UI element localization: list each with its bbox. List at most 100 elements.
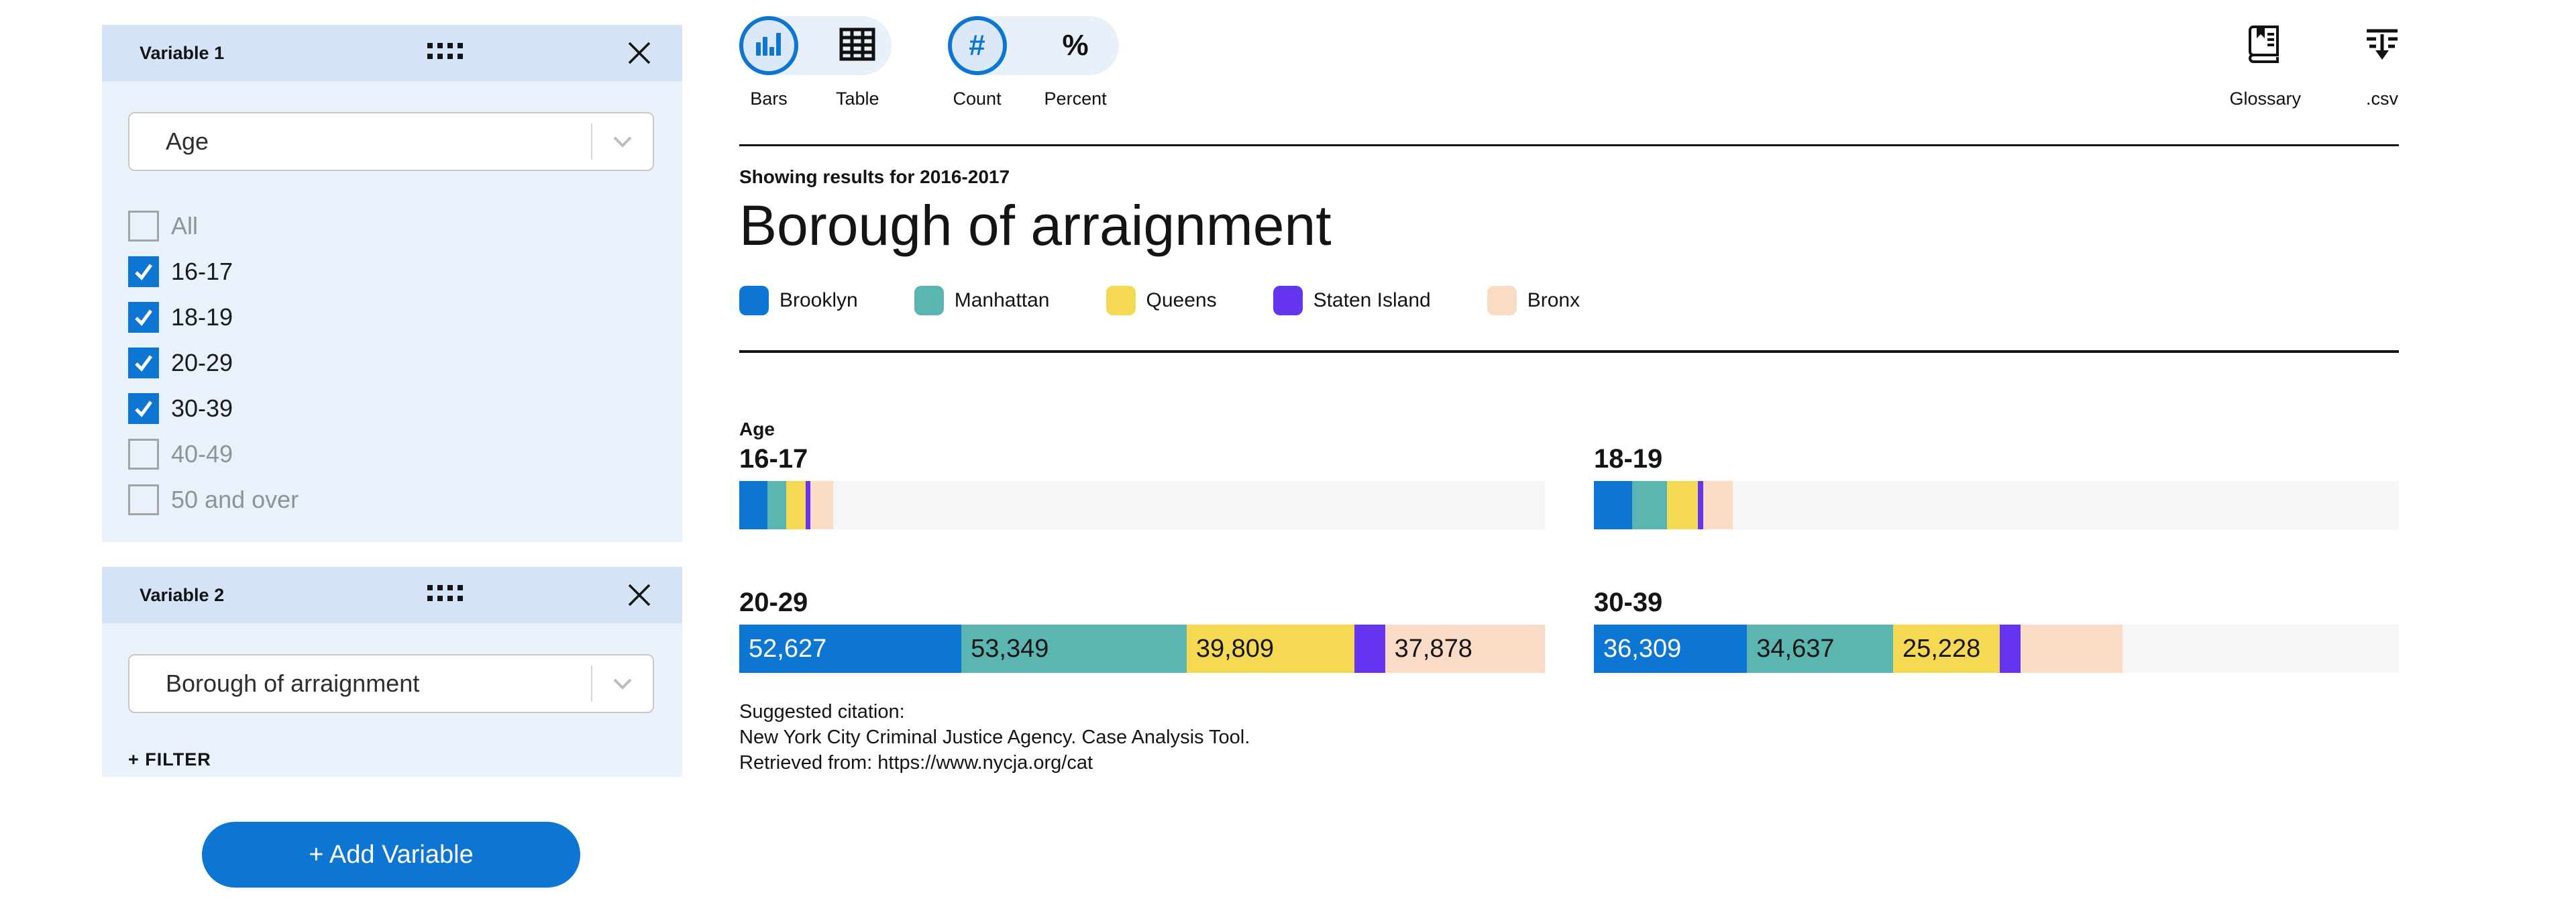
bar-segment-queens bbox=[786, 481, 806, 529]
variable-2-title: Variable 2 bbox=[140, 584, 225, 605]
checkbox-option-50-and-over[interactable]: 50 and over bbox=[128, 477, 654, 523]
checkbox-option-18-19[interactable]: 18-19 bbox=[128, 295, 654, 340]
bar-track bbox=[739, 481, 1545, 529]
book-icon bbox=[2248, 25, 2282, 67]
chart-30-39: 30-39 36,309 34,637 25,228 bbox=[1594, 588, 2399, 673]
bar-segment-bronx bbox=[1703, 481, 1733, 529]
chevron-down-icon bbox=[592, 678, 653, 690]
age-options-list: All 16-17 18-19 20-29 30-39 40-49 50 and over bbox=[128, 203, 654, 523]
add-variable-button[interactable]: + Add Variable bbox=[202, 822, 580, 888]
value-toggle-group: # Count % Percent bbox=[947, 16, 1119, 109]
chart-heading: 16-17 bbox=[739, 444, 808, 474]
variable-1-select-value: Age bbox=[166, 127, 209, 155]
chart-18-19: 18-19 bbox=[1594, 444, 2399, 529]
checkbox-label: 40-49 bbox=[171, 440, 233, 468]
percent-icon: % bbox=[1062, 29, 1089, 62]
checkbox-checked-icon bbox=[128, 348, 159, 378]
chart-group-label: Age bbox=[739, 419, 775, 439]
citation-line: New York City Criminal Justice Agency. C… bbox=[739, 727, 1250, 748]
chart-heading: 20-29 bbox=[739, 588, 808, 617]
chart-20-29: 20-29 52,627 53,349 39,809 37,878 bbox=[739, 588, 1545, 673]
bar-value-label: 36,309 bbox=[1603, 634, 1682, 663]
variable-1-panel: Variable 1 Age bbox=[102, 25, 682, 542]
checkbox-label: All bbox=[171, 212, 199, 240]
citation-line: Retrieved from: https://www.nycja.org/ca… bbox=[739, 752, 1093, 774]
legend-label: Staten Island bbox=[1313, 289, 1431, 311]
bar-value-label: 25,228 bbox=[1902, 634, 1981, 663]
variable-1-title: Variable 1 bbox=[140, 42, 225, 63]
checkbox-option-40-49[interactable]: 40-49 bbox=[128, 431, 654, 477]
bar-value-label: 52,627 bbox=[749, 634, 827, 663]
variable-2-select[interactable]: Borough of arraignment bbox=[128, 654, 654, 713]
bar-track bbox=[1594, 481, 2399, 529]
bar-segment-staten-island bbox=[1697, 481, 1703, 529]
bar-segment-manhattan bbox=[1632, 481, 1668, 529]
bar-track: 52,627 53,349 39,809 37,878 bbox=[739, 625, 1545, 673]
checkbox-unchecked-icon bbox=[128, 211, 159, 242]
hash-icon: # bbox=[969, 29, 985, 62]
checkbox-checked-icon bbox=[128, 393, 159, 424]
bar-value-label: 37,878 bbox=[1394, 634, 1472, 663]
add-filter-button[interactable]: + FILTER bbox=[128, 749, 211, 769]
checkbox-label: 18-19 bbox=[171, 303, 233, 331]
close-variable-2-button[interactable] bbox=[626, 582, 653, 608]
bar-segment-manhattan: 34,637 bbox=[1747, 625, 1894, 673]
bar-segment-bronx bbox=[2021, 625, 2123, 673]
checkbox-unchecked-icon bbox=[128, 439, 159, 470]
bar-segment-bronx bbox=[810, 481, 833, 529]
bar-segment-queens: 25,228 bbox=[1893, 625, 2000, 673]
toggle-bars[interactable]: Bars bbox=[739, 16, 798, 109]
variable-2-body: Borough of arraignment + FILTER bbox=[102, 623, 682, 770]
citation: Suggested citation: New York City Crimin… bbox=[739, 699, 1250, 776]
bar-segment-brooklyn bbox=[739, 481, 768, 529]
drag-handle-icon[interactable] bbox=[427, 584, 464, 606]
glossary-button[interactable]: Glossary bbox=[2229, 16, 2301, 109]
chart-16-17: 16-17 bbox=[739, 444, 1545, 529]
bar-segment-queens: 39,809 bbox=[1186, 625, 1355, 673]
bar-segment-staten-island bbox=[806, 481, 811, 529]
legend-item-brooklyn: Brooklyn bbox=[739, 286, 858, 315]
variable-2-header: Variable 2 bbox=[102, 567, 682, 623]
variable-1-header: Variable 1 bbox=[102, 25, 682, 81]
legend-label: Queens bbox=[1146, 289, 1217, 311]
toolbar-divider bbox=[739, 144, 2399, 146]
checkbox-unchecked-icon bbox=[128, 484, 159, 515]
selected-ring: # bbox=[947, 16, 1007, 75]
checkbox-option-20-29[interactable]: 20-29 bbox=[128, 340, 654, 386]
bar-value-label: 53,349 bbox=[971, 634, 1049, 663]
bar-segment-queens bbox=[1667, 481, 1698, 529]
results-area: Bars Table # Count bbox=[739, 0, 2399, 903]
bar-track: 36,309 34,637 25,228 bbox=[1594, 625, 2399, 673]
legend-item-queens: Queens bbox=[1106, 286, 1217, 315]
close-variable-1-button[interactable] bbox=[626, 40, 653, 66]
chart-heading: 18-19 bbox=[1594, 444, 1663, 474]
checkbox-option-16-17[interactable]: 16-17 bbox=[128, 249, 654, 295]
bar-segment-manhattan: 53,349 bbox=[961, 625, 1187, 673]
variable-2-panel: Variable 2 Borough of arra bbox=[102, 567, 682, 777]
toolbar-actions: Glossary .csv bbox=[2229, 16, 2399, 109]
download-csv-button[interactable]: .csv bbox=[2365, 16, 2399, 109]
bar-segment-brooklyn: 52,627 bbox=[739, 625, 962, 673]
variable-1-select[interactable]: Age bbox=[128, 112, 654, 171]
toggle-table[interactable]: Table bbox=[836, 16, 879, 109]
legend-item-bronx: Bronx bbox=[1487, 286, 1580, 315]
toggle-percent[interactable]: % Percent bbox=[1044, 29, 1107, 109]
legend-swatch bbox=[1273, 286, 1303, 315]
checkbox-option-all[interactable]: All bbox=[128, 203, 654, 249]
drag-handle-icon[interactable] bbox=[427, 42, 464, 64]
legend-label: Manhattan bbox=[954, 289, 1050, 311]
toggle-count[interactable]: # Count bbox=[947, 16, 1007, 109]
legend-label: Brooklyn bbox=[780, 289, 858, 311]
checkbox-checked-icon bbox=[128, 256, 159, 287]
legend-swatch bbox=[1487, 286, 1517, 315]
chevron-down-icon bbox=[592, 136, 653, 148]
bar-chart-icon bbox=[753, 29, 784, 63]
bar-segment-brooklyn bbox=[1594, 481, 1633, 529]
checkbox-label: 30-39 bbox=[171, 394, 233, 422]
legend: Brooklyn Manhattan Queens Staten Island Bron… bbox=[739, 286, 1580, 315]
checkbox-option-30-39[interactable]: 30-39 bbox=[128, 386, 654, 431]
bar-value-label: 39,809 bbox=[1195, 634, 1275, 663]
download-icon bbox=[2365, 28, 2399, 64]
variable-2-select-value: Borough of arraignment bbox=[166, 670, 420, 697]
